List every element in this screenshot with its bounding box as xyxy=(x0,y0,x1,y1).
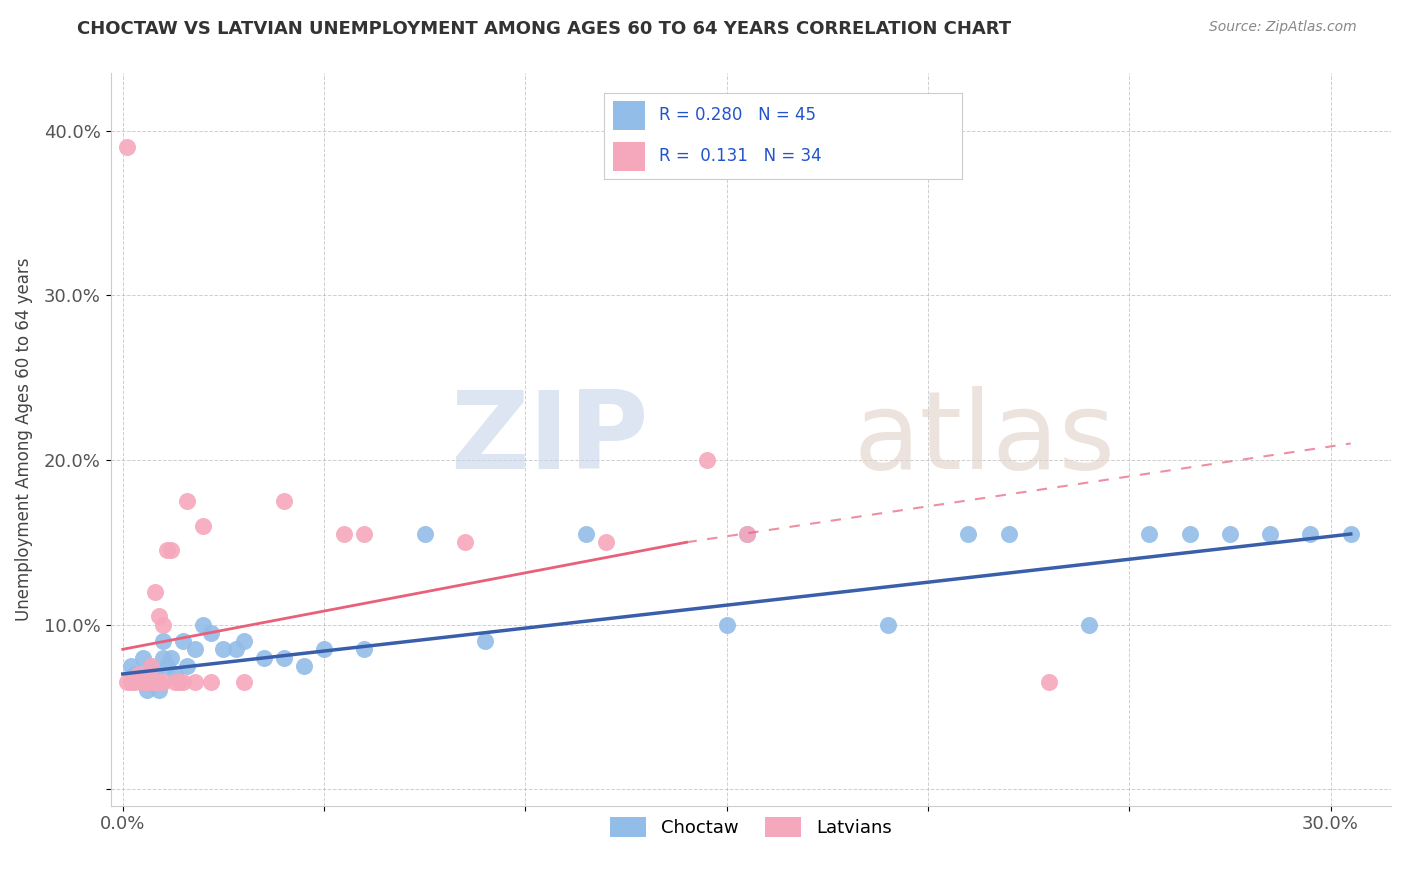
Point xyxy=(160,650,183,665)
Point xyxy=(1340,527,1362,541)
Point xyxy=(1078,617,1101,632)
Point xyxy=(735,527,758,541)
Point xyxy=(176,494,198,508)
Text: atlas: atlas xyxy=(853,386,1115,492)
Point xyxy=(132,675,155,690)
Point xyxy=(120,675,142,690)
Point xyxy=(148,675,170,690)
Point xyxy=(128,667,150,681)
Point xyxy=(716,617,738,632)
Point xyxy=(212,642,235,657)
Point xyxy=(184,675,207,690)
Point xyxy=(156,658,179,673)
Point xyxy=(273,494,295,508)
Point xyxy=(1258,527,1281,541)
Point xyxy=(115,140,138,154)
Point xyxy=(1139,527,1161,541)
Point xyxy=(292,658,315,673)
Point xyxy=(413,527,436,541)
Point xyxy=(152,675,174,690)
Point xyxy=(314,642,336,657)
Point xyxy=(193,518,215,533)
Point xyxy=(200,675,222,690)
Point xyxy=(152,617,174,632)
Point xyxy=(139,658,162,673)
Point xyxy=(124,667,146,681)
Point xyxy=(139,675,162,690)
Point xyxy=(124,675,146,690)
Point xyxy=(595,535,617,549)
Point xyxy=(156,543,179,558)
Text: CHOCTAW VS LATVIAN UNEMPLOYMENT AMONG AGES 60 TO 64 YEARS CORRELATION CHART: CHOCTAW VS LATVIAN UNEMPLOYMENT AMONG AG… xyxy=(77,20,1011,37)
Point xyxy=(172,634,194,648)
Point xyxy=(136,675,159,690)
Point xyxy=(120,658,142,673)
Point xyxy=(148,609,170,624)
Point xyxy=(143,675,166,690)
Y-axis label: Unemployment Among Ages 60 to 64 years: Unemployment Among Ages 60 to 64 years xyxy=(15,258,32,621)
Point xyxy=(333,527,356,541)
Point xyxy=(165,667,187,681)
Point xyxy=(876,617,898,632)
Point xyxy=(1038,675,1060,690)
Point xyxy=(139,675,162,690)
Point xyxy=(225,642,247,657)
Point xyxy=(353,527,375,541)
Point xyxy=(184,642,207,657)
Point xyxy=(474,634,496,648)
Point xyxy=(172,675,194,690)
Point xyxy=(160,543,183,558)
Point xyxy=(957,527,980,541)
Point xyxy=(353,642,375,657)
Point xyxy=(735,527,758,541)
Point xyxy=(1178,527,1201,541)
Text: ZIP: ZIP xyxy=(450,386,648,492)
Point xyxy=(997,527,1019,541)
Point xyxy=(165,675,187,690)
Point xyxy=(232,675,254,690)
Point xyxy=(193,617,215,632)
Point xyxy=(148,683,170,698)
Point xyxy=(132,650,155,665)
Point xyxy=(139,658,162,673)
Point xyxy=(696,453,718,467)
Point xyxy=(143,584,166,599)
Point xyxy=(148,675,170,690)
Text: Source: ZipAtlas.com: Source: ZipAtlas.com xyxy=(1209,20,1357,34)
Point xyxy=(575,527,598,541)
Point xyxy=(136,683,159,698)
Point xyxy=(128,667,150,681)
Point xyxy=(152,650,174,665)
Point xyxy=(132,675,155,690)
Point xyxy=(152,634,174,648)
Point xyxy=(136,675,159,690)
Point xyxy=(253,650,276,665)
Point xyxy=(1299,527,1322,541)
Point xyxy=(200,625,222,640)
Point xyxy=(273,650,295,665)
Point xyxy=(1219,527,1241,541)
Point xyxy=(176,658,198,673)
Point xyxy=(232,634,254,648)
Point xyxy=(132,675,155,690)
Point xyxy=(454,535,477,549)
Legend: Choctaw, Latvians: Choctaw, Latvians xyxy=(603,810,898,845)
Point xyxy=(143,667,166,681)
Point xyxy=(115,675,138,690)
Point xyxy=(167,675,190,690)
